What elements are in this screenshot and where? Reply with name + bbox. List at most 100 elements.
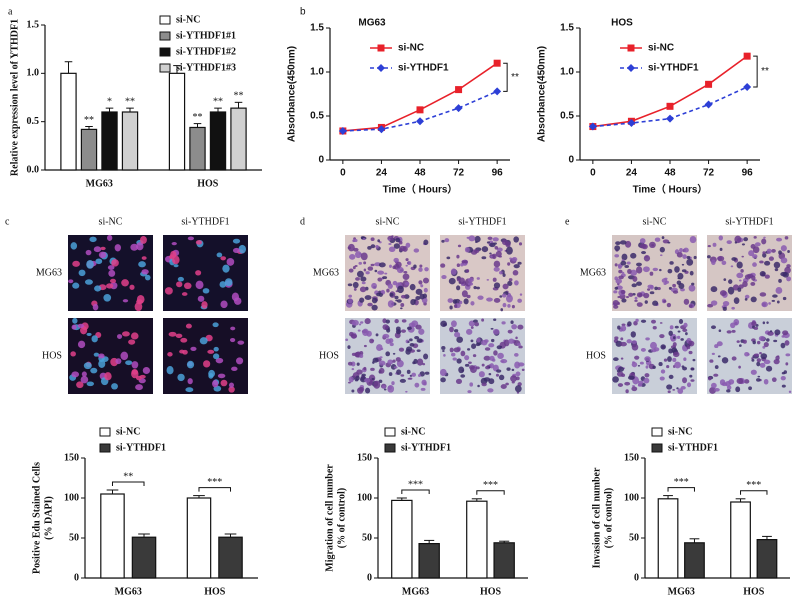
cell <box>505 246 513 255</box>
cell <box>443 354 446 357</box>
cell <box>355 251 362 259</box>
cell <box>780 257 788 264</box>
cell <box>761 238 767 245</box>
cell <box>392 280 398 286</box>
cell <box>638 293 643 297</box>
cell <box>678 283 685 290</box>
bar <box>60 72 77 171</box>
cell <box>416 338 423 343</box>
cell <box>481 318 485 322</box>
y-tick-label: 150 <box>624 452 639 463</box>
cell <box>663 299 667 303</box>
cell <box>470 339 474 343</box>
cell <box>717 255 725 262</box>
cell <box>654 237 661 242</box>
cell <box>353 287 357 291</box>
cell <box>358 323 362 326</box>
cell <box>396 299 402 303</box>
cell <box>348 376 354 383</box>
cell <box>782 330 789 336</box>
legend-swatch <box>159 31 171 41</box>
cell <box>688 350 693 355</box>
point <box>455 86 463 94</box>
cell <box>415 295 421 301</box>
cell <box>70 351 76 357</box>
point <box>588 122 597 131</box>
cell <box>494 245 499 250</box>
cell <box>86 332 92 336</box>
significance: *** <box>207 477 222 488</box>
cell <box>104 372 112 381</box>
cell <box>77 340 86 349</box>
cell <box>490 327 494 330</box>
cell <box>398 240 403 245</box>
cell <box>131 369 139 379</box>
cell <box>400 374 405 377</box>
cell <box>440 368 447 377</box>
bar <box>466 500 488 579</box>
cell <box>771 248 776 253</box>
cell <box>382 333 390 339</box>
cell <box>86 381 95 387</box>
cell <box>460 350 466 357</box>
cell <box>378 262 386 268</box>
cell <box>371 297 378 304</box>
cell <box>766 321 769 324</box>
cell <box>213 346 219 352</box>
cell <box>231 366 238 371</box>
cell <box>742 339 747 344</box>
legend-label: si-YTHDF1 <box>648 63 699 74</box>
cell <box>362 238 366 241</box>
row-label: MG63 <box>36 267 62 278</box>
cell <box>488 372 492 376</box>
cell <box>373 380 381 389</box>
cell <box>785 353 791 357</box>
cell <box>376 292 381 297</box>
cell <box>448 277 456 285</box>
cell <box>786 264 791 268</box>
cell <box>744 379 750 384</box>
bar <box>131 536 157 579</box>
cell <box>108 269 116 277</box>
cell <box>659 268 662 272</box>
significance-bracket <box>667 487 695 492</box>
cell <box>72 282 80 289</box>
cell <box>177 276 184 282</box>
cell <box>195 240 203 245</box>
cell <box>626 339 632 344</box>
cell <box>347 361 353 366</box>
cell <box>475 342 481 347</box>
cell <box>673 336 676 340</box>
cell <box>634 355 640 360</box>
cell <box>710 382 717 389</box>
cell <box>395 299 398 302</box>
legend-label: si-YTHDF1 <box>398 63 449 74</box>
cell <box>499 295 503 298</box>
cell <box>407 341 410 343</box>
cell <box>773 339 778 343</box>
cell <box>768 256 774 261</box>
cell <box>501 321 506 325</box>
cell <box>509 257 513 260</box>
point <box>493 87 502 96</box>
cell <box>493 318 497 322</box>
bar <box>657 498 679 579</box>
cell <box>709 387 716 394</box>
cell <box>195 270 202 276</box>
y-axis-label: Migration of cell number <box>324 464 335 572</box>
cell <box>714 344 719 349</box>
cell <box>782 271 789 278</box>
point <box>666 114 674 123</box>
cell <box>693 255 697 260</box>
cell <box>352 265 356 270</box>
significance-bracket <box>740 490 768 495</box>
cell <box>674 266 680 273</box>
cell <box>750 369 757 375</box>
cell <box>635 318 639 323</box>
cell <box>632 385 635 387</box>
cell <box>628 375 635 380</box>
cell <box>513 264 520 269</box>
cell <box>134 302 143 312</box>
cell <box>471 343 477 350</box>
cell <box>615 340 623 347</box>
